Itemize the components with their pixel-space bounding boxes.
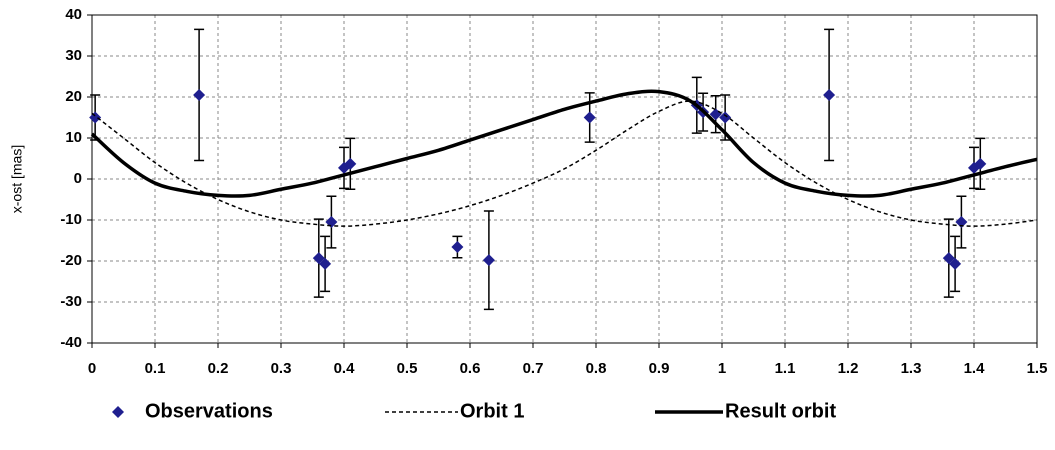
y-tick-label: 30	[65, 47, 82, 64]
plot-border	[91, 14, 1038, 344]
y-tick-label: -20	[60, 252, 82, 269]
point	[193, 88, 206, 101]
x-tick-label: 1.5	[1027, 360, 1048, 377]
x-tick-label: 1.1	[775, 360, 796, 377]
x-tick-label: 0.2	[208, 360, 229, 377]
point	[949, 257, 962, 270]
legend-label: Orbit 1	[460, 400, 524, 422]
point	[823, 88, 836, 101]
y-tick-label: 0	[74, 170, 82, 187]
x-tick-label: 0.3	[271, 360, 292, 377]
point	[482, 254, 495, 267]
point	[89, 111, 102, 124]
point	[974, 157, 987, 170]
y-tick-label: -40	[60, 334, 82, 351]
x-tick-label: 1.2	[838, 360, 859, 377]
legend-label: Result orbit	[725, 400, 836, 422]
x-tick-label: 0.1	[145, 360, 166, 377]
x-tick-label: 0.5	[397, 360, 418, 377]
point	[583, 111, 596, 124]
point	[942, 252, 955, 265]
x-tick-label: 0.4	[334, 360, 356, 377]
point	[312, 252, 325, 265]
x-tick-label: 1.4	[964, 360, 986, 377]
x-tick-label: 0.6	[460, 360, 481, 377]
line	[91, 100, 1038, 227]
y-tick-label: 40	[65, 6, 82, 23]
legend-label: Observations	[145, 400, 273, 422]
point	[719, 111, 732, 124]
x-tick-label: 0.9	[649, 360, 670, 377]
x-tick-label: 1	[718, 360, 726, 377]
x-tick-label: 0	[88, 360, 96, 377]
point	[451, 241, 464, 254]
x-tick-label: 0.8	[586, 360, 607, 377]
x-tick-label: 1.3	[901, 360, 922, 377]
point	[344, 157, 357, 170]
legend-marker	[112, 406, 124, 418]
y-tick-label: 20	[65, 88, 82, 105]
line	[90, 89, 1038, 198]
y-tick-label: 10	[65, 129, 82, 146]
point	[955, 216, 968, 229]
y-tick-label: -30	[60, 293, 82, 310]
y-axis-label: x-ost [mas]	[9, 145, 25, 213]
x-tick-label: 0.7	[523, 360, 544, 377]
point	[319, 257, 332, 270]
y-tick-label: -10	[60, 211, 82, 228]
